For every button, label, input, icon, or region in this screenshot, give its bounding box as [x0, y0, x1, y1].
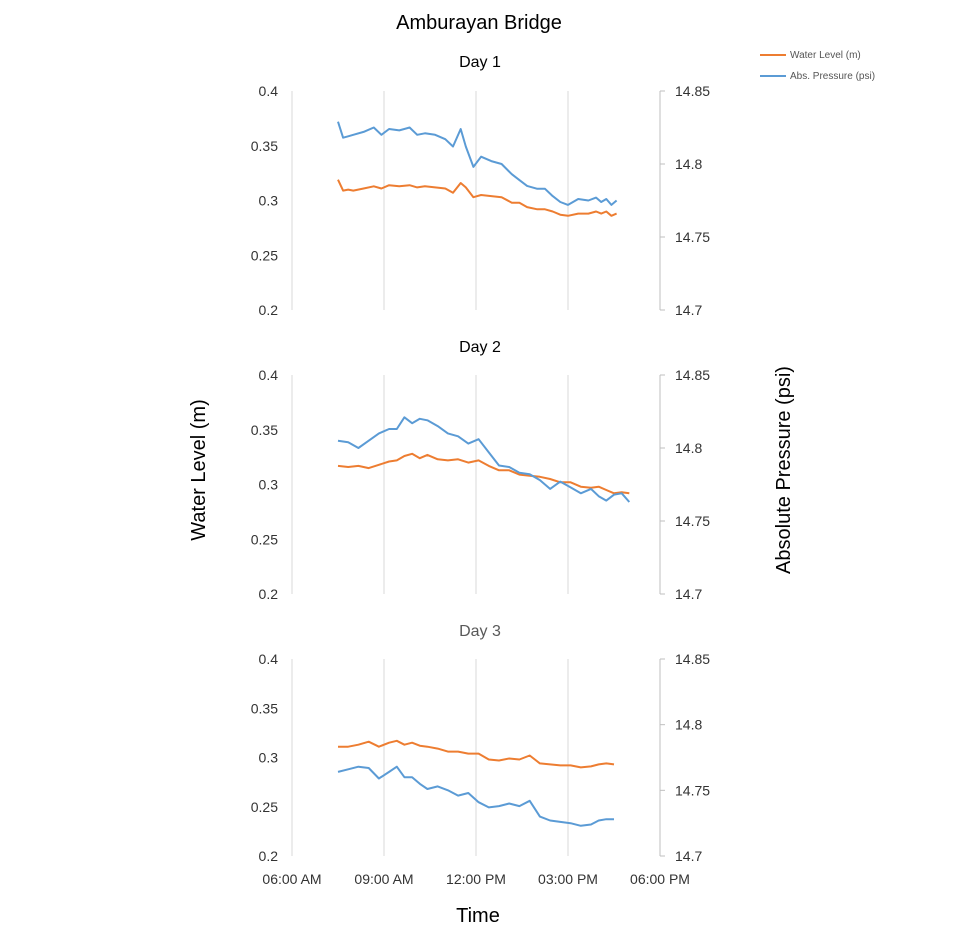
- panel-day-3: 0.4 0.35 0.3 0.25 0.2 14.85 14.8 14.75 14.7: [251, 651, 710, 864]
- y2-tick-label: 14.85: [675, 367, 710, 383]
- x-tick-label: 12:00 PM: [446, 871, 506, 887]
- x-axis-label: Time: [456, 905, 500, 927]
- y2-tick-label: 14.75: [675, 782, 710, 798]
- y-tick-label: 0.2: [259, 848, 279, 864]
- x-tick-label: 03:00 PM: [538, 871, 598, 887]
- y-axis-label: Water Level (m): [188, 399, 210, 541]
- y2-tick-label: 14.7: [675, 586, 702, 602]
- y-tick-label: 0.2: [259, 586, 279, 602]
- legend-label-abs-pressure: Abs. Pressure (psi): [790, 71, 875, 82]
- panel-title-day-3: Day 3: [459, 623, 501, 640]
- abs-pressure-line: [337, 416, 631, 503]
- x-tick-label: 09:00 AM: [354, 871, 413, 887]
- y-tick-label: 0.3: [259, 477, 279, 493]
- y2-tick-label: 14.8: [675, 156, 702, 172]
- y-tick-label: 0.2: [259, 302, 279, 318]
- y2-tick-label: 14.75: [675, 229, 710, 245]
- panel-day-2: 0.4 0.35 0.3 0.25 0.2 14.85 14.8 14.75 14.7: [251, 367, 710, 602]
- x-axis-ticks: 06:00 AM 09:00 AM 12:00 PM 03:00 PM 06:00 PM: [262, 871, 690, 887]
- y-tick-label: 0.35: [251, 138, 278, 154]
- legend-label-water-level: Water Level (m): [790, 50, 861, 61]
- abs-pressure-line: [337, 765, 614, 827]
- y2-tick-label: 14.85: [675, 651, 710, 667]
- y-tick-label: 0.25: [251, 247, 278, 263]
- y2-tick-label: 14.75: [675, 513, 710, 529]
- x-tick-label: 06:00 AM: [262, 871, 321, 887]
- water-level-line: [337, 179, 617, 217]
- y2-axis-label: Absolute Pressure (psi): [773, 366, 795, 574]
- y2-tick-label: 14.85: [675, 83, 710, 99]
- panel-day-1: 0.4 0.35 0.3 0.25 0.2 14.85 14.8 14.75 14.7: [251, 83, 710, 318]
- y2-tick-label: 14.7: [675, 848, 702, 864]
- y2-tick-label: 14.8: [675, 717, 702, 733]
- panel-title-day-2: Day 2: [459, 339, 501, 356]
- y2-tick-label: 14.8: [675, 440, 702, 456]
- y-tick-label: 0.4: [259, 83, 279, 99]
- panel-title-day-1: Day 1: [459, 54, 501, 71]
- abs-pressure-line: [337, 121, 618, 206]
- y-tick-label: 0.4: [259, 651, 279, 667]
- y-tick-label: 0.4: [259, 367, 279, 383]
- y-tick-label: 0.3: [259, 750, 279, 766]
- legend: Water Level (m) Abs. Pressure (psi): [760, 50, 875, 82]
- y-tick-label: 0.35: [251, 422, 278, 438]
- y-tick-label: 0.25: [251, 531, 278, 547]
- y-tick-label: 0.35: [251, 700, 278, 716]
- y-tick-label: 0.25: [251, 799, 278, 815]
- water-level-line: [338, 739, 615, 769]
- water-level-line: [337, 452, 630, 495]
- y2-tick-label: 14.7: [675, 302, 702, 318]
- x-tick-label: 06:00 PM: [630, 871, 690, 887]
- y-tick-label: 0.3: [259, 193, 279, 209]
- chart-panels: 0.40.350.30.250.214.8514.814.7514.70.40.…: [251, 83, 710, 887]
- chart-title: Amburayan Bridge: [396, 12, 562, 34]
